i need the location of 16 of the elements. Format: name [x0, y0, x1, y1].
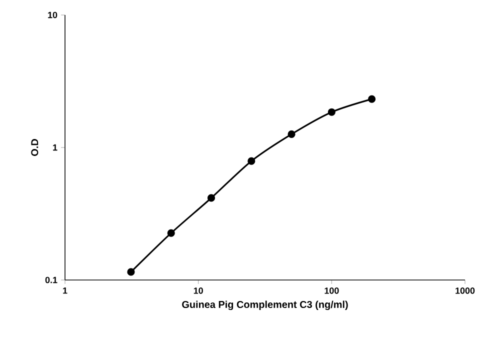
x-tick-label: 1000 — [456, 287, 475, 294]
x-tick-label: 10 — [194, 287, 203, 294]
y-axis-title: O.D — [31, 139, 38, 156]
point — [328, 108, 336, 116]
y-tick-label: 10 — [48, 12, 58, 18]
y-tick-label: 1 — [53, 144, 58, 151]
point — [368, 95, 376, 103]
point — [248, 157, 256, 165]
x-tick-label: 1 — [63, 287, 68, 294]
point — [207, 194, 216, 202]
point — [127, 268, 135, 276]
point — [167, 229, 175, 237]
y-tick-label: 0.1 — [45, 276, 58, 284]
x-axis-title: Guinea Pig Complement C3 (ng/ml) — [182, 300, 348, 310]
x-tick-label: 100 — [324, 287, 339, 294]
point — [288, 130, 296, 138]
